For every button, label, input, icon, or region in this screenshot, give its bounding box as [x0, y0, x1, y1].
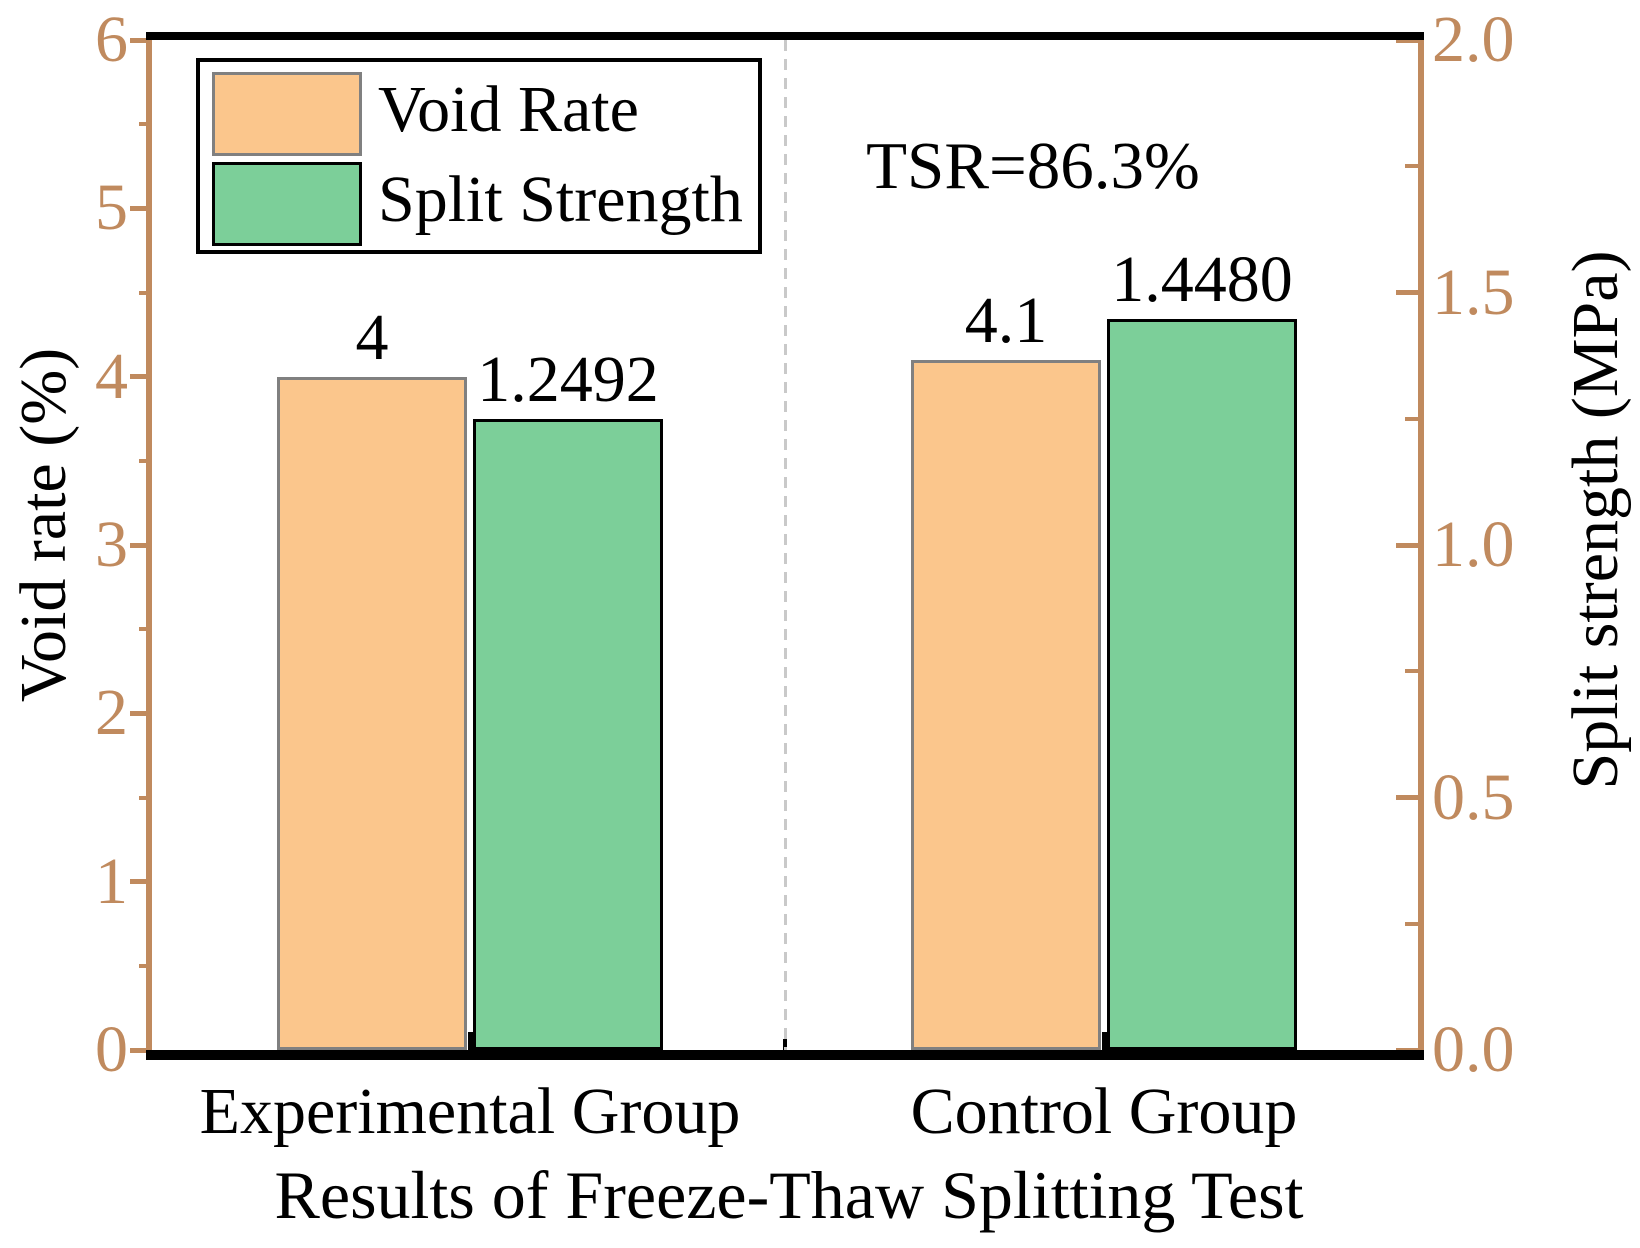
- tsr-annotation: TSR=86.3%: [866, 129, 1200, 203]
- x-axis-title: Results of Freeze-Thaw Splitting Test: [274, 1157, 1304, 1233]
- x-axis-major-tick: [1101, 1032, 1107, 1050]
- legend: Void Rate Split Strength: [196, 58, 762, 254]
- y-axis-left-major-tick: [130, 205, 152, 211]
- y-axis-right-tick-label: 0.0: [1432, 1013, 1515, 1086]
- y-axis-left-tick-label: 0: [95, 1013, 128, 1086]
- bar-split-strength-experimental-group: [473, 419, 663, 1050]
- y-axis-left-major-tick: [130, 1047, 152, 1053]
- legend-swatch-void-rate: [212, 72, 362, 156]
- bar-value-split-strength-control-group: 1.4480: [1111, 242, 1293, 316]
- y-axis-left-title: Void rate (%): [7, 347, 80, 703]
- y-axis-right-tick-label: 0.5: [1432, 760, 1515, 834]
- y-axis-left-minor-tick: [139, 290, 152, 295]
- y-axis-left-minor-tick: [139, 122, 152, 127]
- legend-label-void-rate: Void Rate: [378, 73, 639, 146]
- bar-value-void-rate-experimental-group: 4: [355, 300, 389, 374]
- x-axis-category-label: Experimental Group: [199, 1075, 741, 1148]
- y-axis-left-tick-label: 6: [95, 3, 128, 76]
- bar-split-strength-control-group: [1107, 318, 1297, 1050]
- y-axis-right-minor-tick: [1405, 921, 1418, 926]
- bar-void-rate-control-group: [911, 359, 1101, 1050]
- y-axis-left-tick-label: 4: [95, 339, 128, 413]
- x-axis-spine: [146, 1050, 1424, 1060]
- x-axis-category-label: Control Group: [910, 1075, 1298, 1148]
- y-axis-left-spine: [146, 32, 152, 1060]
- x-axis-major-tick: [467, 1032, 473, 1050]
- y-axis-right-tick-label: 2.0: [1432, 3, 1515, 76]
- y-axis-right-major-tick: [1396, 37, 1418, 43]
- y-axis-left-major-tick: [130, 879, 152, 885]
- y-axis-left-minor-tick: [139, 963, 152, 968]
- plot-top-spine: [146, 32, 1424, 40]
- y-axis-left-minor-tick: [139, 627, 152, 632]
- y-axis-left-tick-label: 3: [95, 508, 128, 581]
- legend-label-split-strength: Split Strength: [378, 163, 743, 236]
- y-axis-left-major-tick: [130, 37, 152, 43]
- y-axis-left-major-tick: [130, 710, 152, 716]
- y-axis-right-tick-label: 1.5: [1432, 255, 1515, 329]
- y-axis-right-tick-label: 1.0: [1432, 508, 1515, 581]
- y-axis-left-tick-label: 2: [95, 676, 128, 750]
- bar-value-split-strength-experimental-group: 1.2492: [477, 343, 659, 417]
- y-axis-right-minor-tick: [1405, 164, 1418, 169]
- y-axis-right-spine: [1418, 32, 1424, 1060]
- y-axis-left-tick-label: 5: [95, 171, 128, 245]
- legend-swatch-split-strength: [212, 162, 362, 246]
- y-axis-left-major-tick: [130, 374, 152, 380]
- y-axis-right-major-tick: [1396, 795, 1418, 800]
- y-axis-right-major-tick: [1396, 290, 1418, 295]
- y-axis-left-minor-tick: [139, 458, 152, 463]
- y-axis-right-minor-tick: [1405, 669, 1418, 674]
- bar-value-void-rate-control-group: 4.1: [964, 283, 1048, 357]
- y-axis-left-tick-label: 1: [95, 844, 128, 918]
- y-axis-left-minor-tick: [139, 795, 152, 800]
- y-axis-right-title: Split strength (MPa): [1559, 250, 1632, 790]
- y-axis-right-minor-tick: [1405, 416, 1418, 421]
- group-divider-dashed-line: [784, 40, 787, 1050]
- y-axis-right-major-tick: [1396, 542, 1418, 548]
- y-axis-left-major-tick: [130, 542, 152, 548]
- bar-void-rate-experimental-group: [277, 376, 467, 1050]
